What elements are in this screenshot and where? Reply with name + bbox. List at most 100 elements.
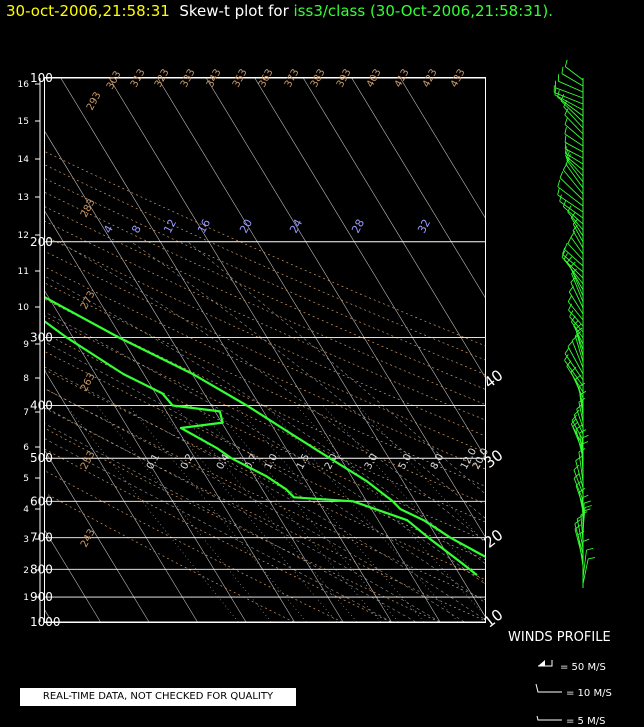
wind-barb-feather [573, 320, 579, 326]
dry-adiabat-line [45, 299, 485, 505]
wind-barb-feather [557, 90, 560, 98]
wind-barb-feather [564, 135, 567, 143]
wind-barb [573, 414, 584, 435]
wind-barb-feather [565, 158, 571, 165]
winds-profile-title: WINDS PROFILE [508, 630, 611, 645]
pressure-label: 300 [30, 331, 53, 345]
wind-barb [578, 451, 584, 483]
title-source: iss3/class [293, 2, 366, 20]
wind-barb-feather [567, 237, 572, 244]
wind-barb [564, 114, 584, 135]
isotherm-line [45, 131, 344, 623]
wind-barb [566, 160, 584, 183]
axes: 1002003004005006007008009001000123456789… [18, 71, 507, 631]
wind-barb-feather [562, 199, 567, 207]
moist-adiabat-line [58, 241, 485, 542]
wind-barb-feather [564, 127, 567, 135]
wind-legend-symbol-5 [536, 715, 562, 721]
pressure-label: 400 [30, 399, 53, 413]
wind-barb-feather [565, 151, 570, 159]
wind-barb [562, 253, 584, 273]
wind-barb-feather [572, 218, 579, 225]
wind-barb-feather [561, 250, 566, 258]
mixing-ratio-line [322, 405, 485, 584]
wind-barb-feather [581, 434, 589, 439]
wind-legend-symbol-10 [535, 683, 562, 693]
pressure-label: 1000 [30, 615, 61, 629]
wind-barb-feather [583, 508, 591, 512]
dry-adiabat-line [45, 369, 485, 580]
wind-barb-feather [569, 310, 574, 317]
wind-barb-feather [564, 146, 567, 154]
wind-barb-feather [571, 335, 578, 341]
title-period: . [548, 2, 553, 20]
height-label: 1 [23, 593, 29, 603]
dry-adiabat-line [45, 206, 485, 405]
wind-barb-feather [580, 511, 588, 516]
moist-adiabat-line [45, 311, 485, 585]
isotherm-line [157, 78, 485, 617]
dry-adiabat-line [45, 448, 391, 623]
height-label: 9 [23, 340, 29, 350]
wind-barb [567, 346, 584, 375]
wind-barb-feather [575, 480, 582, 487]
height-label: 5 [23, 474, 29, 484]
wind-barb-feather [575, 374, 582, 380]
wind-barb [577, 534, 584, 567]
wind-barb [570, 217, 584, 237]
wind-barb-feather [559, 171, 564, 178]
wind-barb-feather [554, 87, 557, 95]
moist-adiabat-line [45, 388, 465, 623]
wind-barb [565, 152, 584, 165]
wind-barb-feather [567, 205, 572, 213]
wind-barb-feather [562, 247, 566, 255]
isotherm-line [45, 211, 295, 623]
wind-barb [566, 261, 584, 291]
wind-barb-feather [564, 242, 568, 250]
wind-barb-feather [575, 331, 582, 337]
dry-adiabat-line [45, 192, 485, 390]
wind-barb-feather [566, 360, 572, 367]
wind-barb-feather [575, 456, 582, 461]
mixing-ratio-label: 28 [349, 217, 367, 235]
wind-barb [565, 163, 584, 189]
wind-barb-feather [574, 519, 581, 525]
wind-legend-label: = 50 M/S [560, 662, 606, 673]
wind-barb [568, 309, 584, 327]
height-label: 3 [23, 535, 29, 545]
wind-barb [569, 266, 584, 297]
mixing-ratio-label: 3.0 [363, 452, 380, 471]
height-label: 11 [18, 267, 29, 277]
wind-barb [565, 157, 584, 177]
wind-barb [557, 194, 584, 213]
wind-barb-feather [575, 323, 582, 330]
dry-adiabat-line [45, 388, 485, 601]
dewpoint-profile-line [45, 320, 478, 576]
wind-barb [574, 335, 584, 363]
wind-barb [570, 236, 584, 255]
isotherm-line [205, 78, 485, 538]
wind-barb-feather [582, 538, 590, 543]
dry-adiabat-label: 293 [85, 90, 104, 112]
wind-barb-feather [586, 547, 594, 551]
wind-barb [571, 273, 584, 303]
wind-barb-feather [570, 211, 576, 219]
wind-barb-feather [581, 494, 589, 499]
wind-barb-feather [564, 108, 569, 116]
mixing-ratio-line [235, 405, 425, 623]
wind-barb-feather [570, 261, 576, 268]
isotherm-line [0, 78, 4, 622]
wind-barb-feather [568, 286, 574, 293]
isotherm-line [302, 78, 485, 378]
wind-barb [557, 96, 584, 117]
mixing-ratio-label: 4 [101, 223, 116, 235]
height-label: 6 [23, 443, 29, 453]
dry-adiabat-line [45, 251, 485, 453]
wind-barb [562, 169, 584, 195]
right-temperature-label: 10 [480, 605, 506, 631]
dry-adiabat-line [45, 333, 485, 541]
wind-barb-feather [578, 488, 586, 493]
height-label: 13 [18, 193, 29, 203]
wind-barb [558, 80, 584, 93]
wind-barb-feather [570, 366, 577, 373]
